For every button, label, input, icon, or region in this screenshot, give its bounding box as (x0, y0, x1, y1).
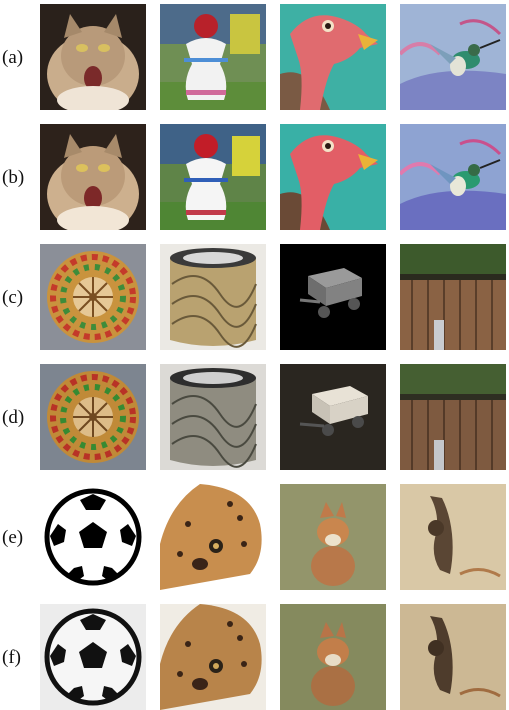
row-label-a: (a) (2, 47, 24, 68)
wagon-render-c (280, 244, 386, 350)
wooden-fence-d (400, 364, 506, 470)
soccer-ball-f (40, 604, 146, 710)
food-mandala-d (40, 364, 146, 470)
vulture-painting-a (280, 4, 386, 110)
row-label-d: (d) (2, 407, 25, 428)
cat-photo-b (40, 124, 146, 230)
fox-painting-e (280, 484, 386, 590)
animal-sketch-f (400, 604, 506, 710)
soccer-ball-e (40, 484, 146, 590)
wagon-render-d (280, 364, 386, 470)
hummingbird-painting-a (400, 4, 506, 110)
swirl-cylinder-c (160, 244, 266, 350)
row-label-c: (c) (2, 287, 24, 308)
animal-sketch-e (400, 484, 506, 590)
wooden-fence-c (400, 244, 506, 350)
vulture-painting-b (280, 124, 386, 230)
fox-painting-f (280, 604, 386, 710)
swirl-cylinder-d (160, 364, 266, 470)
hummingbird-painting-b (400, 124, 506, 230)
row-label-f: (f) (2, 647, 21, 668)
row-label-b: (b) (2, 167, 25, 188)
food-mandala-c (40, 244, 146, 350)
leopard-cub-f (160, 604, 266, 710)
leopard-cub-e (160, 484, 266, 590)
inflatable-bell-toy-b (160, 124, 266, 230)
cat-photo-a (40, 4, 146, 110)
row-label-e: (e) (2, 527, 24, 548)
inflatable-bell-toy-a (160, 4, 266, 110)
